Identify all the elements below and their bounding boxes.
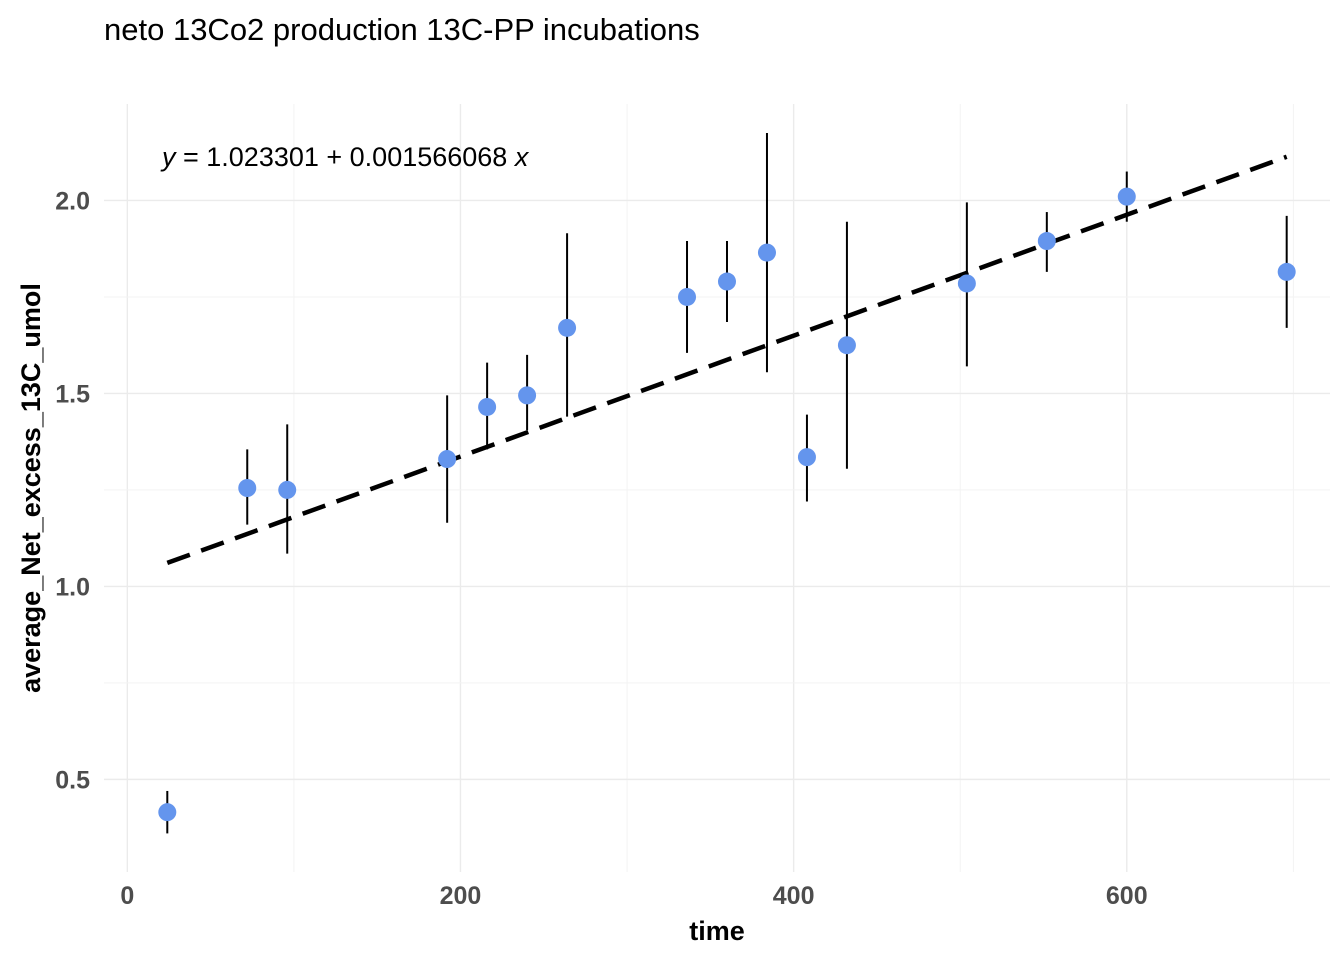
x-axis-title: time bbox=[689, 916, 745, 946]
data-point bbox=[158, 803, 177, 822]
data-point bbox=[1117, 187, 1136, 206]
error-bars bbox=[166, 132, 1288, 834]
trend-line bbox=[166, 154, 1288, 566]
regression-equation: y = 1.023301 + 0.001566068 x bbox=[160, 142, 530, 172]
equation-coefficients: = 1.023301 + 0.001566068 bbox=[176, 142, 515, 172]
data-point bbox=[1277, 262, 1296, 281]
data-point bbox=[438, 450, 457, 469]
x-tick-label: 0 bbox=[120, 882, 134, 910]
data-point bbox=[797, 448, 816, 467]
data-point bbox=[837, 336, 856, 355]
data-point bbox=[757, 243, 776, 262]
data-point bbox=[558, 318, 577, 337]
y-tick-label: 2.0 bbox=[55, 187, 90, 215]
data-points bbox=[158, 187, 1296, 822]
data-point bbox=[518, 386, 537, 405]
y-axis-ticks: 0.5 1.0 1.5 2.0 bbox=[55, 187, 90, 794]
x-tick-label: 600 bbox=[1106, 882, 1148, 910]
equation-x-var: x bbox=[513, 142, 530, 172]
y-tick-label: 1.0 bbox=[55, 573, 90, 601]
data-point bbox=[1037, 232, 1056, 251]
grid bbox=[104, 104, 1330, 872]
x-axis-ticks: 0 200 400 600 bbox=[120, 882, 1147, 910]
data-point bbox=[717, 272, 736, 291]
x-tick-label: 200 bbox=[440, 882, 482, 910]
data-point bbox=[678, 287, 697, 306]
equation-y-var: y bbox=[160, 142, 177, 172]
trend-line-segment bbox=[166, 154, 1288, 566]
data-point bbox=[957, 274, 976, 293]
data-point bbox=[278, 480, 297, 499]
y-tick-label: 1.5 bbox=[55, 380, 90, 408]
y-tick-label: 0.5 bbox=[55, 766, 90, 794]
chart-title: neto 13Co2 production 13C-PP incubations bbox=[104, 12, 700, 47]
data-point bbox=[478, 397, 497, 416]
y-axis-title: average_Net_excess_13C_umol bbox=[16, 283, 46, 693]
x-tick-label: 400 bbox=[773, 882, 815, 910]
data-point bbox=[238, 479, 257, 497]
